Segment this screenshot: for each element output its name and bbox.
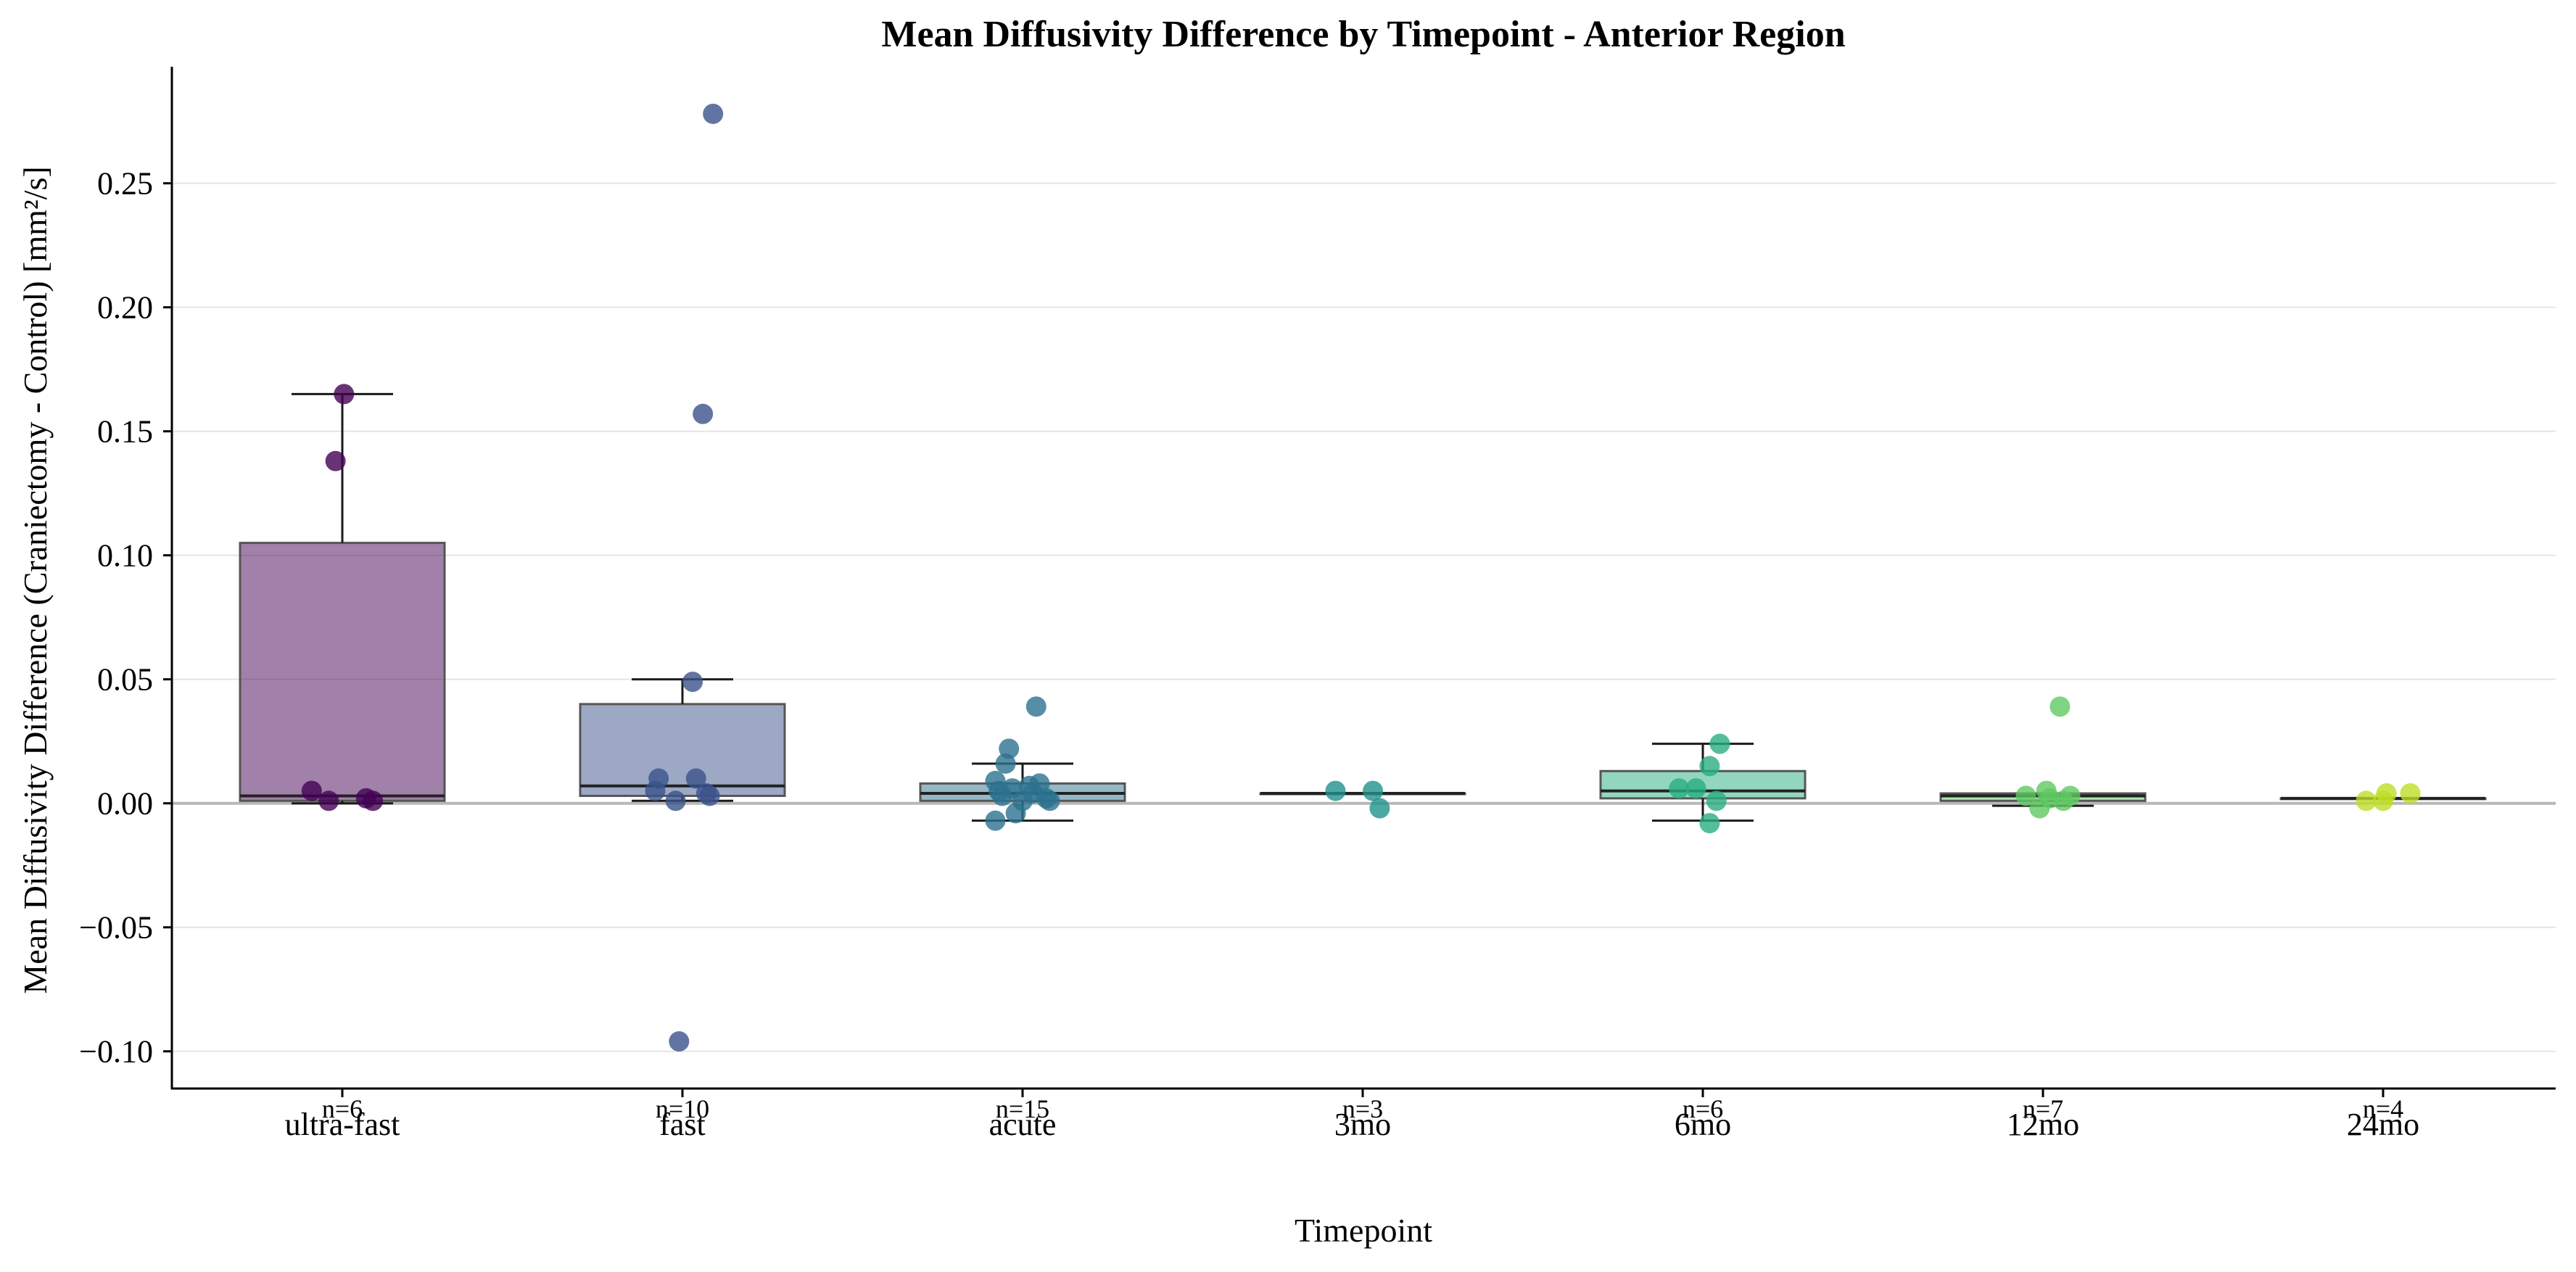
x-tick-label: 24mo (2347, 1107, 2419, 1142)
gridlines (172, 182, 2556, 1052)
data-point (1699, 813, 1720, 834)
sample-size-label: n=3 (1342, 1094, 1383, 1123)
data-point (1709, 733, 1730, 754)
y-ticks: −0.10 −0.05 0.00 0.05 0.10 0.15 0.20 0.25 (79, 166, 172, 1070)
data-point (985, 810, 1006, 831)
box-rect (239, 542, 446, 802)
data-point (301, 780, 322, 801)
x-axis-label: Timepoint (1295, 1212, 1432, 1249)
x-tick-label: acute (989, 1107, 1057, 1142)
y-tick-label: 0.20 (97, 290, 153, 326)
data-point (1363, 780, 1384, 801)
data-point (1025, 696, 1046, 717)
axes (170, 67, 2556, 1090)
x-tick-label: 3mo (1334, 1107, 1391, 1142)
data-point (363, 790, 384, 811)
data-point (2029, 798, 2050, 819)
data-point (1706, 790, 1727, 811)
sample-size-label: n=6 (1683, 1094, 1723, 1123)
data-point (318, 790, 339, 811)
data-point (645, 780, 666, 801)
data-point (334, 384, 355, 405)
data-point (685, 768, 706, 789)
data-point (1699, 756, 1720, 777)
data-point (2356, 790, 2377, 811)
data-point (1669, 778, 1690, 799)
data-point (1685, 778, 1706, 799)
data-point (2400, 783, 2421, 804)
data-point (669, 1031, 690, 1052)
box-rect (579, 703, 786, 797)
sample-size-label: n=6 (322, 1094, 363, 1123)
chart-title: Mean Diffusivity Difference by Timepoint… (881, 14, 1845, 55)
y-tick-label: 0.15 (97, 414, 153, 450)
data-points (301, 103, 2421, 1052)
data-point (665, 790, 686, 811)
sample-size-label: n=4 (2363, 1094, 2403, 1123)
data-point (2015, 785, 2036, 806)
data-point (1039, 790, 1060, 811)
x-tick-label: ultra-fast (285, 1107, 400, 1142)
boxes (239, 392, 2487, 822)
data-point (703, 103, 724, 124)
box-3mo (1259, 792, 1466, 796)
data-point (699, 785, 720, 806)
data-point (1369, 798, 1390, 819)
data-point (995, 753, 1016, 774)
y-tick-label: 0.05 (97, 662, 153, 698)
data-point (2049, 696, 2071, 717)
box-ultra-fast (239, 392, 446, 805)
data-point (2373, 790, 2393, 811)
x-tick-label: 6mo (1675, 1107, 1731, 1142)
data-point (682, 672, 703, 693)
sample-size-label: n=10 (656, 1094, 709, 1123)
y-tick-label: 0.00 (97, 786, 153, 822)
data-point (325, 450, 346, 471)
y-tick-label: −0.05 (79, 910, 153, 946)
data-point (1005, 803, 1026, 824)
x-tick-label: 12mo (2007, 1107, 2079, 1142)
data-point (1325, 780, 1346, 801)
box-fast (579, 678, 786, 802)
sample-size-label: n=7 (2023, 1094, 2063, 1123)
y-tick-label: 0.10 (97, 538, 153, 574)
data-point (991, 785, 1012, 806)
x-tick-label: fast (659, 1107, 706, 1142)
data-point (693, 403, 714, 424)
y-tick-label: −0.10 (79, 1034, 153, 1070)
data-point (2053, 790, 2074, 811)
y-tick-label: 0.25 (97, 166, 153, 202)
y-axis-label: Mean Diffusivity Difference (Craniectomy… (17, 166, 54, 994)
sample-size-label: n=15 (996, 1094, 1049, 1123)
